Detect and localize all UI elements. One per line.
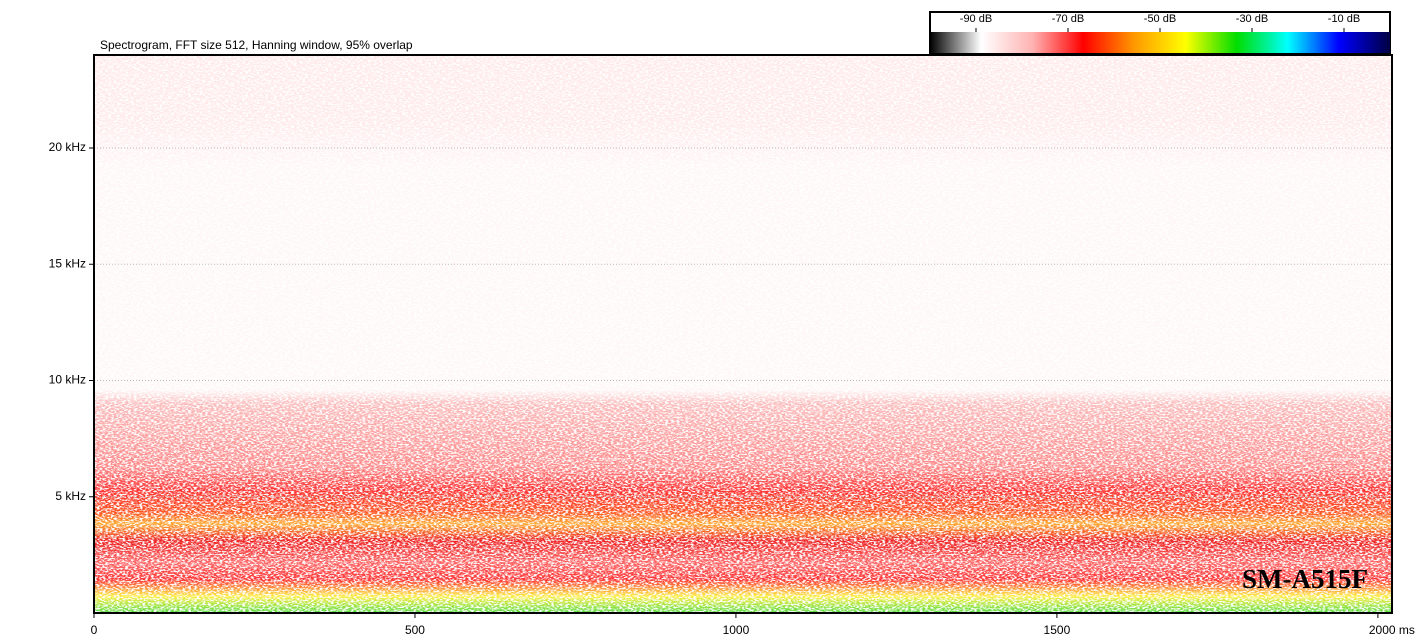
colorbar-tick-label: -50 dB (1144, 13, 1176, 25)
colorbar-tick-label: -10 dB (1328, 13, 1360, 25)
x-tick-label: 500 (405, 623, 425, 637)
plot-background (94, 55, 1392, 613)
plot-frame (93, 54, 1393, 614)
y-tick-label: 15 kHz (49, 256, 86, 270)
colorbar-tick-label: -30 dB (1236, 13, 1268, 25)
x-tick-label: 2000 ms (1369, 623, 1415, 637)
spectrogram-texture (94, 55, 1392, 613)
y-tick-label: 10 kHz (49, 373, 86, 387)
annotation: SM-A515F (1242, 564, 1368, 594)
x-tick-label: 1500 (1044, 623, 1071, 637)
grid (94, 147, 1392, 498)
colorbar-gradient (930, 32, 1390, 53)
colorbar: -90 dB -70 dB -50 dB -30 dB -10 dB (929, 11, 1391, 54)
x-tick-label: 0 (91, 623, 98, 637)
colorbar-tick-label: -90 dB (960, 13, 992, 25)
chart-title: Spectrogram, FFT size 512, Hanning windo… (100, 38, 413, 52)
colorbar-tick-label: -70 dB (1052, 13, 1084, 25)
x-tick-label: 1000 (723, 623, 750, 637)
y-tick-label: 20 kHz (49, 140, 86, 154)
y-tick-label: 5 kHz (55, 489, 86, 503)
